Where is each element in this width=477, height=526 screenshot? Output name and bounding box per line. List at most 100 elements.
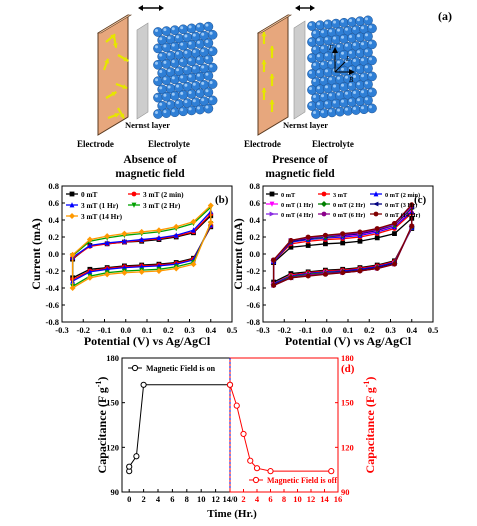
data-point [392, 221, 397, 226]
sphere-highlight [159, 53, 163, 57]
y-tick-label: -0.6 [247, 300, 260, 310]
electrolyte-sphere [195, 22, 205, 33]
series-line-field-off [229, 384, 332, 472]
sphere-highlight [369, 89, 372, 93]
sphere-highlight [325, 101, 328, 105]
electrolyte-sphere [169, 74, 180, 85]
electrolyte-sphere [203, 87, 214, 98]
sphere-highlight [209, 31, 213, 35]
sphere-highlight [321, 78, 324, 82]
sphere-highlight [357, 82, 360, 86]
legend-marker [321, 211, 327, 217]
nernst-label-left: Nernst layer [125, 120, 170, 130]
data-point-field-on [126, 463, 133, 470]
y-tick-label-left: 90 [111, 487, 120, 497]
sphere-highlight [192, 33, 196, 37]
sphere-highlight [349, 51, 352, 54]
electrolyte-sphere [178, 73, 189, 84]
sphere-highlight [313, 111, 316, 114]
x-tick-label-right: 14/0 [222, 494, 237, 504]
sphere-highlight [369, 57, 372, 61]
electrolyte-sphere [203, 38, 214, 48]
sphere-highlight [313, 63, 316, 66]
sphere-highlight [309, 23, 312, 26]
sphere-highlight [345, 75, 348, 79]
y-tick-label-left: 180 [106, 353, 119, 363]
sphere-highlight [325, 69, 328, 73]
nernst-layer-left [136, 22, 149, 120]
y-axis-title-b: Current (mA) [29, 218, 43, 289]
data-point [155, 227, 162, 234]
dipole-arrow-head [123, 56, 129, 62]
legend-marker [373, 211, 379, 217]
sphere-highlight [171, 27, 175, 31]
legend-label: 0 mT (6 Hr) [333, 212, 365, 219]
x-tick-label: 0.4 [406, 325, 417, 335]
sphere-highlight [163, 93, 167, 97]
sphere-highlight [192, 66, 196, 70]
y-tick-label-right: 90 [341, 487, 350, 497]
sphere-highlight [333, 84, 336, 88]
x-tick-label: -0.3 [256, 325, 269, 335]
legend-b: 0 mT 3 mT (2 min) 3 mT (1 Hr) 3 mT (2 Hr) 3 … [66, 190, 184, 221]
legend-marker [321, 191, 327, 197]
x-tick-label-right: 6 [268, 494, 272, 504]
sphere-highlight [180, 91, 184, 95]
panel-b-label: (b) [215, 194, 229, 206]
electrolyte-sphere [195, 71, 205, 82]
y-tick-label: -0.8 [46, 317, 59, 327]
sphere-highlight [155, 111, 158, 114]
sphere-highlight [369, 41, 372, 45]
nernst-label-right: Nernst layer [283, 120, 328, 130]
x-tick-label: -0.1 [299, 325, 312, 335]
sphere-highlight [337, 92, 340, 96]
x-tick-label: 0.3 [385, 325, 396, 335]
sphere-highlight [329, 77, 332, 81]
sphere-highlight [205, 72, 209, 76]
sphere-highlight [205, 40, 209, 43]
sphere-highlight [341, 99, 344, 103]
electrolyte-sphere [161, 91, 172, 102]
sphere-highlight [317, 38, 320, 42]
data-point [69, 251, 76, 258]
electrolyte-sphere [207, 79, 218, 89]
sphere-highlight [353, 91, 356, 94]
legend-label-field-on: Magnetic Field is on [146, 364, 216, 373]
electrolyte-sphere [178, 90, 189, 100]
y-tick-label: -0.4 [247, 283, 261, 293]
sphere-highlight [180, 75, 184, 79]
data-point [305, 243, 311, 248]
sphere-highlight [201, 81, 205, 85]
sphere-highlight [188, 58, 192, 62]
l-axis-label: L [345, 55, 350, 63]
sphere-highlight [159, 37, 163, 41]
electrolyte-sphere [186, 72, 197, 83]
data-point [122, 238, 127, 244]
sphere-highlight [313, 79, 316, 82]
y-tick-label: 0.4 [249, 215, 260, 225]
sphere-highlight [365, 97, 368, 101]
x-tick-label-right: 2 [241, 494, 245, 504]
sphere-highlight [317, 102, 320, 106]
legend-d-off: Magnetic Field is off [249, 476, 337, 485]
sphere-highlight [349, 19, 352, 22]
electrolyte-sphere [161, 75, 172, 86]
sphere-highlight [205, 105, 209, 109]
data-point-field-off [253, 465, 261, 472]
legend-marker [269, 191, 275, 197]
electrode-top-left [96, 14, 133, 34]
data-point [374, 266, 380, 271]
sphere-highlight [184, 83, 188, 87]
y-tick-label-left: 150 [106, 398, 119, 408]
x-tick-label: 0.4 [205, 325, 216, 335]
electrolyte-sphere [203, 70, 214, 81]
data-point [207, 219, 214, 226]
legend-label: 0 mT (3 Hr) [385, 202, 417, 209]
nernst-layer-right [293, 20, 306, 120]
sphere-highlight [365, 81, 368, 85]
dipole-arrow-head [104, 58, 110, 64]
data-point [323, 241, 328, 247]
caption-presence-line1: Presence of [272, 154, 328, 166]
sphere-highlight [325, 53, 328, 57]
electrolyte-sphere [186, 89, 197, 99]
